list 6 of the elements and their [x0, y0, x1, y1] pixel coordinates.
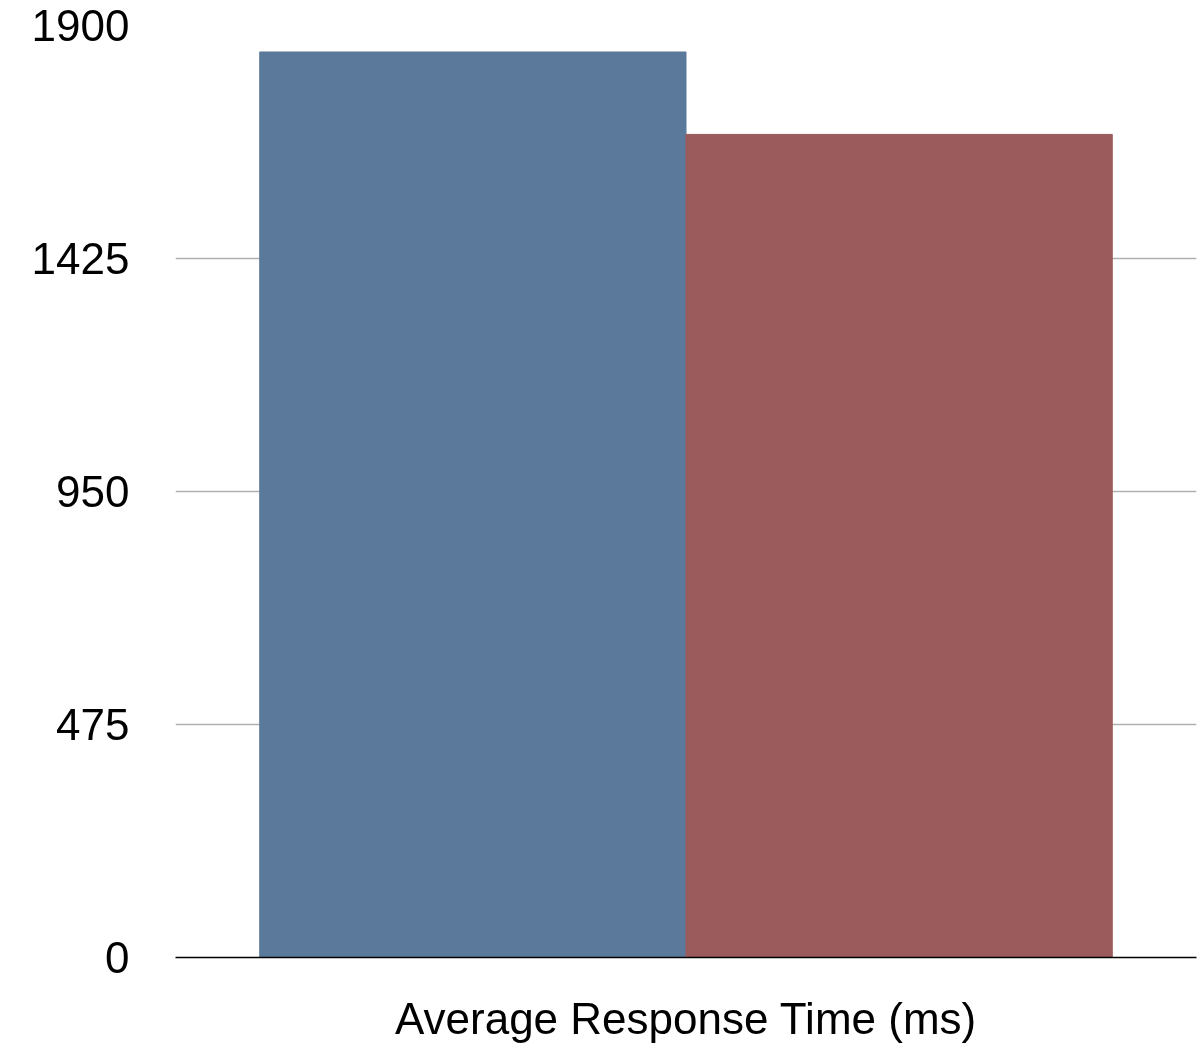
- y-tick-label: 950: [56, 467, 130, 516]
- y-tick-label: 1900: [31, 1, 130, 50]
- y-tick-label: 0: [105, 933, 130, 982]
- x-tick-label: Average Response Time (ms): [395, 993, 977, 1043]
- y-tick-label: 475: [56, 700, 130, 749]
- y-tick-label: 1425: [31, 234, 130, 283]
